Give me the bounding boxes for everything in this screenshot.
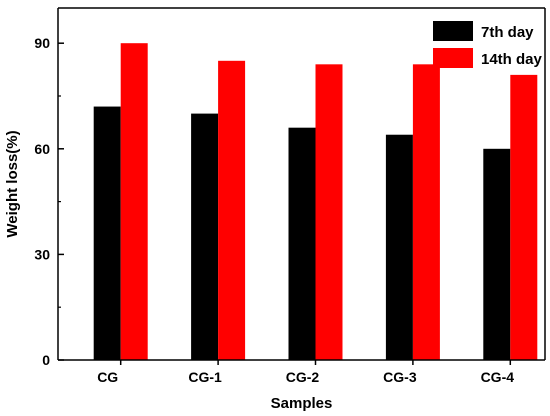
y-axis-title: Weight loss(%)	[4, 130, 21, 237]
legend: 7th day 14th day	[433, 21, 543, 68]
x-axis-title: Samples	[271, 395, 333, 412]
bar-cg-3-14th-day	[412, 64, 440, 360]
bar-cg-1-7th-day	[191, 113, 219, 360]
legend-label-14th-day: 14th day	[481, 51, 543, 68]
legend-swatch-7th-day	[433, 21, 473, 41]
x-tick-label: CG-3	[383, 369, 417, 385]
bar-cg-2-14th-day	[315, 64, 343, 360]
x-tick-label: CG-2	[286, 369, 320, 385]
bar-cg-2-7th-day	[288, 127, 316, 361]
x-tick-label: CG-4	[481, 369, 515, 385]
axes-group	[57, 7, 546, 361]
bar-cg-14th-day	[120, 43, 148, 360]
y-tick-label: 90	[34, 35, 50, 51]
y-tick-label: 0	[42, 352, 50, 368]
x-tick-label: CG	[97, 369, 118, 385]
x-tick-label: CG-1	[188, 369, 222, 385]
bars-group	[93, 43, 538, 361]
bar-cg-4-14th-day	[510, 74, 538, 360]
y-ticks-group: 0 30 60 90	[34, 35, 64, 368]
bar-cg-4-7th-day	[483, 148, 511, 360]
x-ticks-group: CG CG-1 CG-2 CG-3 CG-4	[97, 360, 514, 385]
legend-swatch-14th-day	[433, 48, 473, 68]
legend-label-7th-day: 7th day	[481, 24, 534, 41]
y-tick-label: 60	[34, 141, 50, 157]
bar-cg-3-7th-day	[385, 134, 413, 360]
bar-cg-1-14th-day	[218, 60, 246, 361]
bar-cg-7th-day	[93, 106, 121, 360]
y-tick-label: 30	[34, 246, 50, 262]
